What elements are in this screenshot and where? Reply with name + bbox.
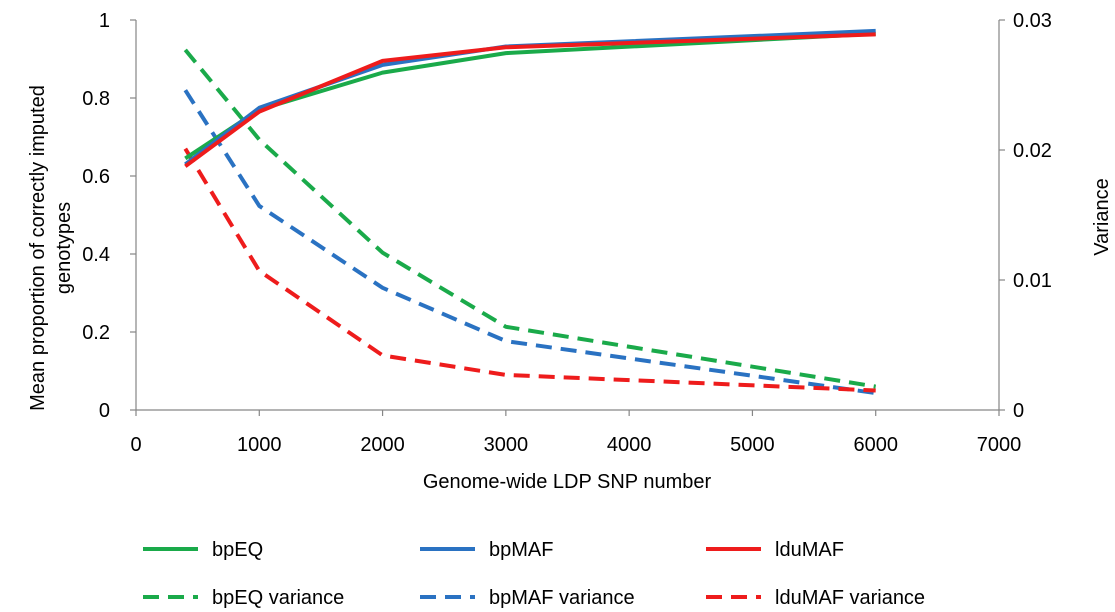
x-tick-label: 7000: [977, 434, 1022, 456]
y-tick-label: 0.8: [82, 88, 110, 110]
legend-label: bpMAF variance: [489, 587, 635, 609]
legend: bpEQ bpMAF lduMAF bpEQ variance bpMAF varian…: [143, 539, 925, 609]
legend-item-ldumaf: lduMAF: [706, 539, 844, 561]
y-tick-label: 0: [99, 400, 110, 422]
legend-label: lduMAF: [775, 539, 844, 561]
legend-label: bpEQ: [212, 539, 263, 561]
series-line-ldumaf: [184, 32, 876, 168]
y-axis-title: Mean proportion of correctly imputed: [27, 85, 49, 411]
y2-tick-label: 0.03: [1013, 10, 1052, 32]
y-tick-label: 0.6: [82, 166, 110, 188]
y2-axis-title: Variance: [1091, 178, 1113, 255]
y2-tick-label: 0.01: [1013, 270, 1052, 292]
y-axis-title-line2: genotypes: [53, 202, 75, 294]
legend-item-bpeq: bpEQ: [143, 539, 263, 561]
legend-label: bpMAF: [489, 539, 553, 561]
axis-titles: Genome-wide LDP SNP number Mean proporti…: [27, 85, 1113, 493]
legend-item-ldumaf-variance: lduMAF variance: [706, 587, 925, 609]
x-tick-label: 3000: [484, 434, 529, 456]
x-tick-label: 2000: [360, 434, 405, 456]
legend-item-bpeq-variance: bpEQ variance: [143, 587, 344, 609]
axes: [130, 19, 1005, 416]
series-lines: [183, 28, 877, 396]
x-tick-label: 0: [130, 434, 141, 456]
legend-item-bpmaf: bpMAF: [420, 539, 553, 561]
x-tick-label: 6000: [853, 434, 898, 456]
legend-label: bpEQ variance: [212, 587, 344, 609]
y2-tick-label: 0: [1013, 400, 1024, 422]
x-tick-label: 1000: [237, 434, 282, 456]
series-line-bpeq-variance: [183, 48, 877, 389]
x-tick-label: 5000: [730, 434, 775, 456]
series-line-ldumaf-variance: [183, 147, 876, 393]
y2-tick-label: 0.02: [1013, 140, 1052, 162]
x-axis-title: Genome-wide LDP SNP number: [423, 471, 712, 493]
y-tick-label: 0.4: [82, 244, 110, 266]
x-tick-label: 4000: [607, 434, 652, 456]
tick-labels: 0 1000 2000 3000 4000 5000 6000 7000 0 0.2 0.4 0.6 0…: [82, 10, 1052, 456]
y-tick-label: 0.2: [82, 322, 110, 344]
legend-item-bpmaf-variance: bpMAF variance: [420, 587, 635, 609]
legend-label: lduMAF variance: [775, 587, 925, 609]
y-tick-label: 1: [99, 10, 110, 32]
series-line-bpmaf-variance: [183, 89, 876, 396]
